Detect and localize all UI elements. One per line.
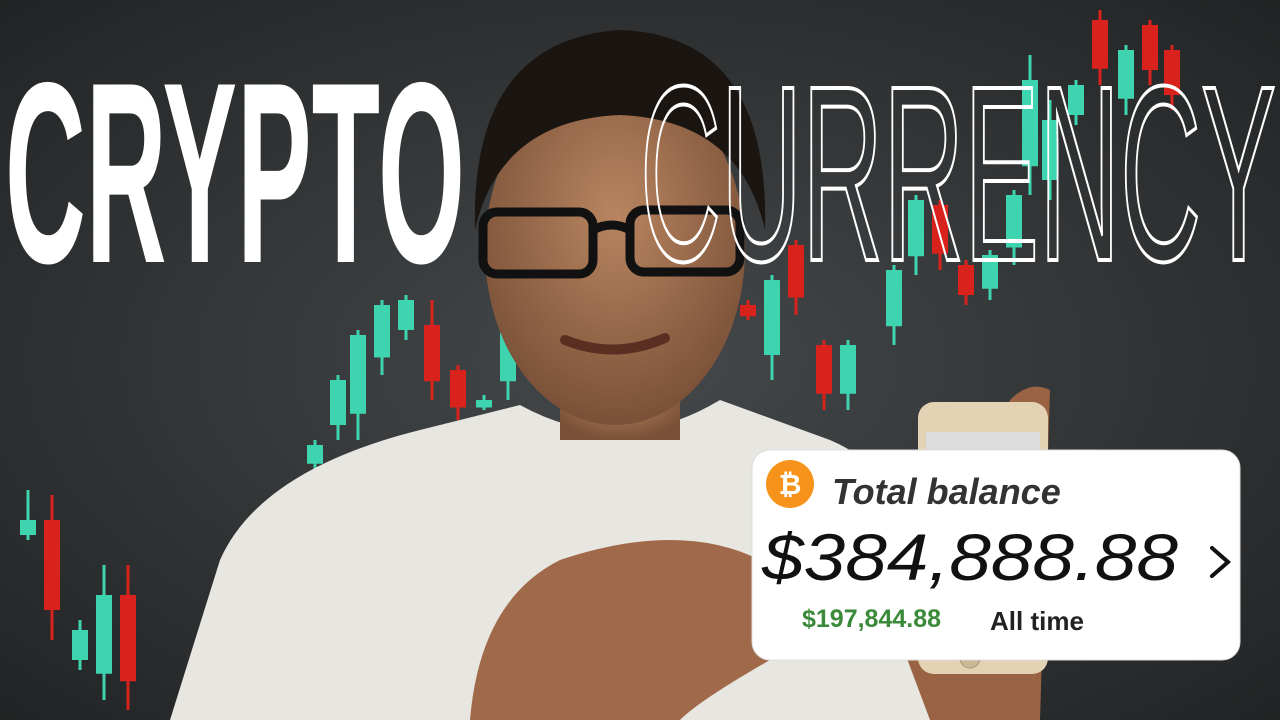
candle-body	[330, 380, 346, 425]
balance-card: ₿ Total balance $384,888.88 $197,844.88 …	[751, 449, 1241, 661]
balance: $384,888.88	[761, 520, 1178, 594]
period: All time	[990, 606, 1084, 636]
candle-body	[740, 305, 756, 317]
candle-body	[20, 520, 36, 535]
candle-body	[1118, 50, 1134, 99]
candle-body	[1042, 120, 1058, 180]
headline-solid: CRYPTO	[5, 28, 465, 317]
candle-body	[450, 370, 466, 408]
candle-body	[958, 265, 974, 295]
candle-body	[816, 345, 832, 394]
headline-outline: CURRENCY	[640, 34, 1276, 313]
candle-body	[1164, 50, 1180, 95]
candle-body	[307, 445, 323, 464]
candle-body	[764, 280, 780, 355]
candle-body	[1022, 80, 1038, 167]
candle-body	[1068, 85, 1084, 115]
gain: $197,844.88	[802, 605, 941, 633]
candle-body	[1006, 195, 1022, 248]
candle-body	[908, 200, 924, 257]
bitcoin-icon	[766, 460, 814, 508]
candle-body	[932, 205, 948, 254]
chevron	[1210, 546, 1232, 578]
candle-body	[840, 345, 856, 394]
candle-body	[96, 595, 112, 674]
bitcoin-symbol: ₿	[779, 469, 802, 500]
candle-body	[476, 400, 492, 408]
candle-body	[44, 520, 60, 610]
candle-body	[1142, 25, 1158, 70]
candle-body	[72, 630, 88, 660]
candle-body	[398, 300, 414, 330]
candle-body	[120, 595, 136, 682]
candle-body	[886, 270, 902, 327]
candle-body	[350, 335, 366, 414]
candle-body	[374, 305, 390, 358]
candle-body	[788, 245, 804, 298]
candle-body	[1092, 20, 1108, 69]
card-bg	[751, 449, 1241, 661]
candle-body	[424, 325, 440, 382]
candle-body	[982, 255, 998, 289]
card-title: Total balance	[832, 471, 1061, 512]
